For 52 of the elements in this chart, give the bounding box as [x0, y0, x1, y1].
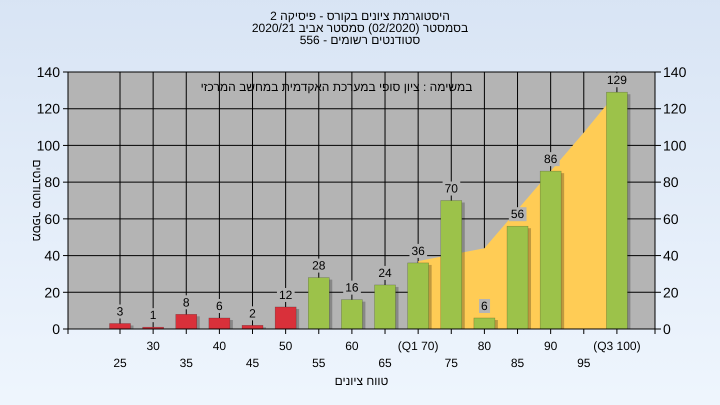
x-tick-label: 95 [577, 356, 591, 370]
text: סטודנטים רשומים - 556 [300, 33, 420, 47]
data-label: 12 [278, 288, 293, 302]
x-tick-label: 50 [278, 339, 293, 353]
y-tick-label: 120 [36, 100, 60, 117]
data-label: 86 [544, 152, 558, 166]
x-tick-label: (Q1 70) [398, 339, 438, 353]
y2-tick-label: 100 [663, 137, 687, 154]
x-tick-label: 55 [312, 356, 326, 370]
data-label: 6 [216, 298, 224, 313]
x-tick-label: 25 [113, 356, 128, 370]
data-label: 28 [312, 258, 326, 273]
y-tick-label: 0 [52, 321, 60, 337]
x-tick-label: 35 [180, 356, 194, 370]
x-tick-label: 60 [345, 339, 359, 353]
x-tick-label: 65 [378, 356, 392, 370]
y-tick-label: 40 [44, 248, 60, 264]
x-tick-label: 85 [510, 356, 525, 370]
data-label: 56 [510, 207, 525, 222]
y-tick-label: 20 [44, 284, 60, 300]
y-tick-label: 60 [44, 210, 60, 227]
data-label: 8 [182, 295, 190, 310]
x-tick-label: 30 [146, 339, 160, 353]
text: בסמסטר (02/2020) סמסטר אביב 2020/21 [252, 21, 468, 35]
y2-tick-label: 80 [663, 174, 679, 190]
data-label: 3 [116, 304, 124, 318]
y-tick-label: 100 [36, 137, 60, 154]
y-tick-label: 140 [36, 64, 60, 80]
chart-title: היסטוגרמת ציונים בקורס - פיסיקה 2 [270, 9, 450, 23]
data-label: 24 [378, 266, 392, 280]
x-tick-label: 40 [212, 339, 226, 353]
y-tick-label: 80 [44, 174, 60, 190]
y2-tick-label: 120 [663, 100, 687, 117]
data-label: 36 [411, 244, 426, 258]
y2-tick-label: 40 [663, 248, 679, 264]
x-tick-label: (Q3 100) [593, 339, 641, 353]
data-label: 6 [481, 298, 488, 313]
y2-tick-label: 60 [663, 210, 679, 227]
x-axis-title: טווח ציונים [334, 374, 389, 388]
x-tick-label: 80 [478, 339, 492, 353]
data-label: 16 [345, 280, 359, 295]
data-label: 2 [249, 306, 256, 320]
data-label: 70 [444, 182, 458, 196]
data-label: 129 [606, 73, 628, 88]
y2-tick-label: 20 [663, 284, 679, 300]
x-tick-label: 90 [544, 339, 558, 353]
x-tick-label: 75 [444, 356, 458, 370]
y2-tick-label: 0 [663, 321, 671, 337]
x-tick-label: 45 [246, 356, 260, 370]
data-label: 1 [150, 308, 157, 322]
y2-tick-label: 140 [663, 64, 687, 80]
y-axis-title: מספר סטודנטים [30, 159, 44, 242]
